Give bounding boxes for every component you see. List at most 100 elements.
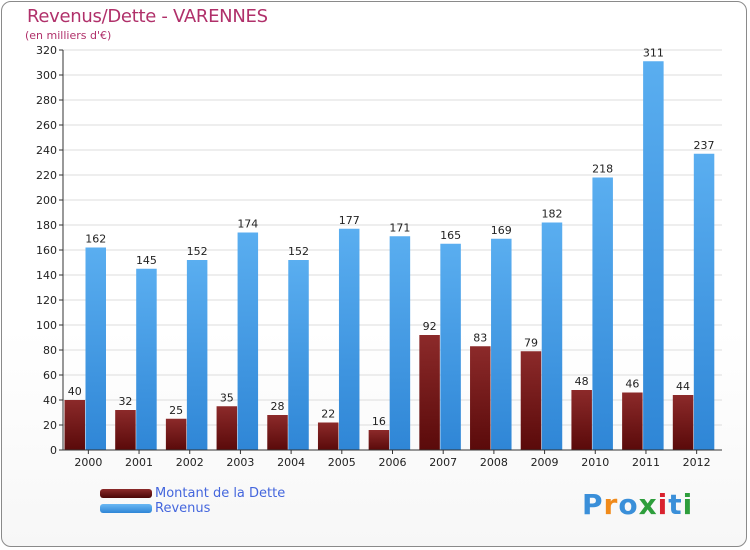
bar-debt [216, 406, 238, 450]
x-tick-label: 2003 [226, 456, 254, 469]
x-tick-label: 2008 [480, 456, 508, 469]
bar-revenue [592, 177, 613, 450]
logo-letter: P [582, 488, 604, 521]
legend-swatch-debt [100, 489, 152, 498]
bar-revenue [186, 260, 208, 450]
x-tick-label: 2012 [683, 456, 711, 469]
value-label-revenue: 182 [541, 208, 562, 221]
y-tick-label: 260 [36, 119, 57, 132]
bars [64, 61, 715, 450]
y-tick-label: 180 [36, 219, 57, 232]
y-tick-label: 0 [50, 444, 57, 457]
x-axis-ticks: 2000 2001 2002 2003 2004 2005 2006 2007 2008 2009… [74, 450, 711, 469]
bar-revenue [541, 222, 563, 450]
y-tick-label: 300 [36, 69, 57, 82]
x-tick-label: 2004 [277, 456, 305, 469]
bar-revenue [288, 260, 309, 450]
logo-letter: r [603, 488, 619, 521]
bar-debt [165, 418, 187, 450]
bar-revenue [693, 153, 715, 450]
value-labels: 40 162 32 145 25 152 35 174 28 152 22 177 16 171 92 165… [68, 46, 715, 428]
value-label-revenue: 311 [643, 46, 664, 59]
legend-label-revenue: Revenus [155, 501, 211, 516]
logo-letter: x [638, 488, 658, 521]
value-label-debt: 83 [473, 331, 487, 344]
y-tick-label: 220 [36, 169, 57, 182]
y-tick-label: 240 [36, 144, 57, 157]
bar-debt [672, 395, 694, 450]
bar-debt [470, 346, 491, 450]
value-label-debt: 16 [372, 415, 386, 428]
bar-revenue [338, 228, 360, 450]
value-label-debt: 44 [676, 380, 690, 393]
x-tick-label: 2000 [74, 456, 102, 469]
bar-debt [571, 390, 592, 450]
value-label-debt: 79 [524, 336, 538, 349]
x-tick-label: 2009 [531, 456, 559, 469]
bar-revenue [491, 238, 512, 450]
proxiti-logo: Proxiti [582, 488, 693, 521]
y-tick-label: 320 [36, 44, 57, 57]
bar-revenue [643, 61, 664, 450]
y-tick-label: 80 [43, 344, 57, 357]
y-tick-label: 120 [36, 294, 57, 307]
bar-debt [115, 410, 136, 450]
value-label-revenue: 152 [288, 245, 309, 258]
y-tick-label: 60 [43, 369, 57, 382]
bar-debt [520, 351, 542, 450]
value-label-revenue: 152 [187, 245, 208, 258]
bar-debt [368, 430, 390, 450]
x-tick-label: 2001 [125, 456, 153, 469]
x-tick-label: 2007 [429, 456, 457, 469]
y-tick-label: 20 [43, 419, 57, 432]
value-label-debt: 25 [169, 404, 183, 417]
bar-debt [64, 400, 85, 450]
value-label-debt: 48 [575, 375, 589, 388]
logo-letter: t [668, 488, 683, 521]
value-label-revenue: 218 [592, 163, 613, 176]
bar-revenue [237, 232, 259, 450]
value-label-debt: 35 [220, 391, 234, 404]
value-label-debt: 40 [68, 385, 82, 398]
bar-revenue [136, 268, 157, 450]
y-axis-ticks: 0 20 40 60 80 100 120 140 160 180 200 220 240 260 280 3… [36, 44, 63, 457]
bar-revenue [85, 247, 106, 450]
bar-debt [317, 422, 339, 450]
value-label-revenue: 165 [440, 229, 461, 242]
logo-letter: o [618, 488, 639, 521]
value-label-revenue: 145 [136, 254, 157, 267]
y-tick-label: 40 [43, 394, 57, 407]
legend-swatch-revenue [100, 504, 152, 513]
y-tick-label: 140 [36, 269, 57, 282]
bar-revenue [389, 236, 411, 450]
chart-title: Revenus/Dette - VARENNES [27, 6, 268, 27]
y-tick-label: 280 [36, 94, 57, 107]
bar-debt [267, 415, 288, 450]
value-label-debt: 32 [118, 395, 132, 408]
value-label-revenue: 174 [237, 218, 258, 231]
logo-letter: i [657, 488, 669, 521]
logo-letter: i [682, 488, 694, 521]
x-tick-label: 2006 [379, 456, 407, 469]
value-label-revenue: 237 [694, 139, 715, 152]
bar-revenue [440, 243, 461, 450]
bar-debt [622, 392, 643, 450]
value-label-revenue: 177 [339, 214, 360, 227]
value-label-debt: 22 [321, 408, 335, 421]
y-tick-label: 100 [36, 319, 57, 332]
value-label-revenue: 169 [491, 224, 512, 237]
x-tick-label: 2002 [176, 456, 204, 469]
value-label-debt: 28 [271, 400, 285, 413]
y-tick-label: 160 [36, 244, 57, 257]
value-label-revenue: 171 [389, 221, 410, 234]
value-label-debt: 46 [625, 378, 639, 391]
x-tick-label: 2010 [581, 456, 609, 469]
value-label-debt: 92 [423, 320, 437, 333]
y-tick-label: 200 [36, 194, 57, 207]
x-tick-label: 2011 [632, 456, 660, 469]
chart-subtitle: (en milliers d'€) [25, 29, 112, 42]
value-label-revenue: 162 [85, 233, 106, 246]
x-tick-label: 2005 [328, 456, 356, 469]
